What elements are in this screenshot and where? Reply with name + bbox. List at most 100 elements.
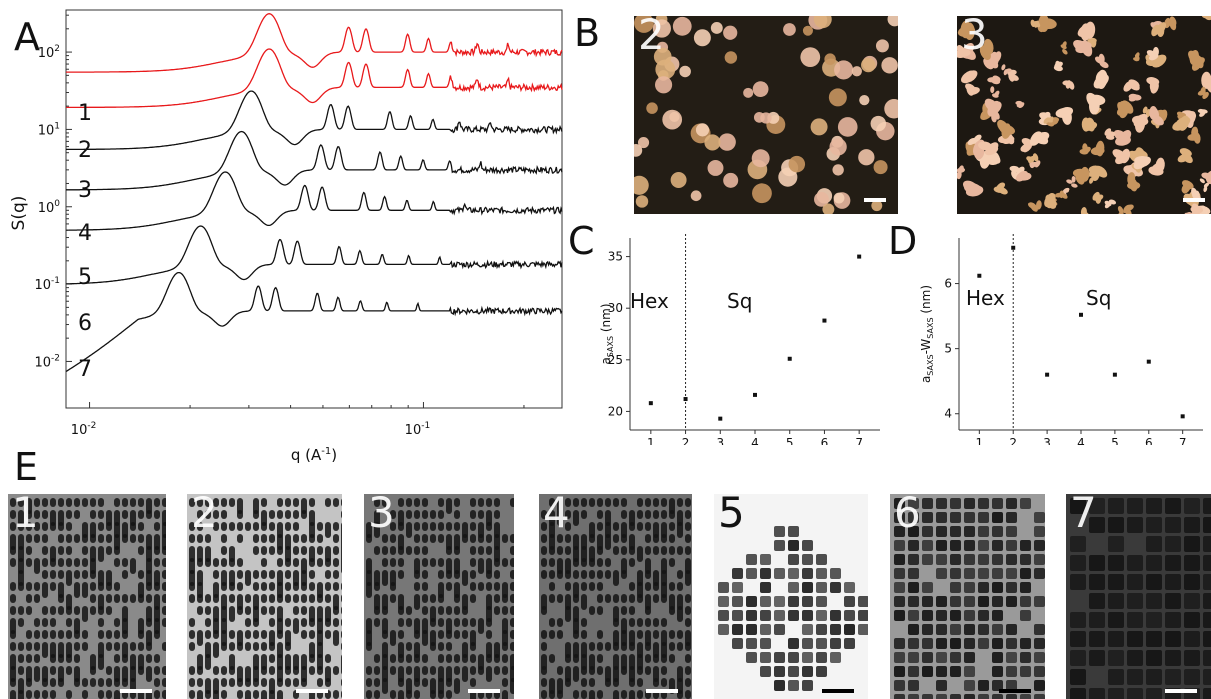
saxs-curve-1 xyxy=(66,13,563,73)
tem-image-label: 4 xyxy=(543,494,570,537)
x-tick-label: 4 xyxy=(1077,436,1085,445)
saxs-structure-factor-chart: 102 101 100 10-1 10-2 10-2 10-1 1 2 3 4 5 6 7 S(q) q… xyxy=(9,9,563,464)
curve-label-6: 6 xyxy=(78,311,92,336)
y-axis-label: S(q) xyxy=(9,196,29,231)
tem-image-label: 5 xyxy=(718,494,745,537)
lattice-parameter-chart: 123456720253035HexSqsample numberaSAXS (… xyxy=(599,234,880,445)
x-tick-label: 1 xyxy=(647,436,655,445)
x-tick-label: 6 xyxy=(1145,436,1153,445)
scale-bar xyxy=(468,689,500,693)
data-point xyxy=(1079,312,1083,317)
tem-image-6: 6 xyxy=(890,494,1045,699)
region-label-hex: Hex xyxy=(966,286,1005,310)
data-point xyxy=(718,416,723,421)
panel-letter-c: C xyxy=(568,219,595,263)
y-tick-label: 25 xyxy=(608,353,623,367)
y-tick-label: 35 xyxy=(608,250,623,264)
saxs-curve-7 xyxy=(65,271,563,373)
panel-letter-d: D xyxy=(888,219,918,263)
saxs-curve-6 xyxy=(65,225,563,285)
x-tick-label: 1 xyxy=(976,436,984,445)
y-axis-label: aSAXS-WSAXS (nm) xyxy=(919,285,935,383)
y-tick-label: 10-1 xyxy=(34,276,60,293)
saxs-curve-2 xyxy=(66,48,563,109)
micrograph-label: 3 xyxy=(961,16,988,59)
data-point xyxy=(683,397,688,402)
panel-letter-e: E xyxy=(14,445,39,489)
region-label-sq: Sq xyxy=(1086,286,1111,310)
micrograph-label: 2 xyxy=(638,16,665,59)
data-point xyxy=(753,392,757,397)
x-tick-label: 7 xyxy=(1179,436,1187,445)
gap-width-chart: 1234567456HexSqsample numberaSAXS-WSAXS … xyxy=(919,234,1203,445)
tem-image-label: 2 xyxy=(191,494,218,537)
curve-label-5: 5 xyxy=(78,265,92,290)
tem-image-1: 1 xyxy=(8,494,166,699)
data-point xyxy=(1011,245,1016,250)
x-tick-label: 4 xyxy=(751,436,759,445)
scale-bar xyxy=(864,198,886,202)
x-tick-label: 2 xyxy=(682,436,690,445)
region-label-hex: Hex xyxy=(630,289,669,313)
tem-image-row: 1 2 3 4 5 6 7 xyxy=(0,490,1211,699)
y-tick-label: 20 xyxy=(608,404,623,418)
scale-bar xyxy=(1165,689,1197,693)
tem-image-label: 6 xyxy=(894,494,921,537)
data-point xyxy=(787,356,792,361)
scale-bar xyxy=(296,689,328,693)
y-tick-label: 102 xyxy=(38,44,60,61)
x-tick-label: 5 xyxy=(786,436,794,445)
tem-image-5: 5 xyxy=(714,494,868,699)
scale-bar xyxy=(822,689,854,693)
x-tick-label: 10-2 xyxy=(71,421,97,438)
y-tick-label: 100 xyxy=(38,199,61,216)
x-tick-label: 6 xyxy=(821,436,829,445)
scale-bar xyxy=(120,689,152,693)
y-tick-label: 10-2 xyxy=(34,353,60,370)
x-axis-label: q (A-1) xyxy=(291,446,337,464)
region-label-sq: Sq xyxy=(727,289,752,313)
data-point xyxy=(648,401,653,406)
x-tick-label: 3 xyxy=(1043,436,1051,445)
data-point xyxy=(1045,372,1050,377)
y-tick-label: 30 xyxy=(608,301,623,315)
scale-bar xyxy=(1183,198,1205,202)
y-tick-label: 4 xyxy=(944,407,952,421)
panel-letter-a: A xyxy=(14,15,40,59)
tem-image-label: 1 xyxy=(12,494,39,537)
data-point xyxy=(1146,359,1151,364)
curve-label-3: 3 xyxy=(78,178,92,203)
data-point xyxy=(857,254,862,259)
y-tick-label: 6 xyxy=(944,277,952,291)
optical-micrograph-2: 2 xyxy=(634,16,898,214)
tem-image-label: 7 xyxy=(1070,494,1097,537)
tem-image-4: 4 xyxy=(539,494,692,699)
y-tick-label: 101 xyxy=(38,121,60,138)
data-point xyxy=(977,273,982,278)
y-axis-label: aSAXS (nm) xyxy=(599,303,615,364)
curve-label-2: 2 xyxy=(78,138,92,163)
curve-label-7: 7 xyxy=(78,357,92,382)
y-tick-label: 5 xyxy=(944,342,952,356)
tem-image-2: 2 xyxy=(187,494,342,699)
x-tick-label: 10-1 xyxy=(405,421,431,438)
x-tick-label: 7 xyxy=(855,436,863,445)
data-point xyxy=(1180,414,1185,419)
saxs-curve-4 xyxy=(66,130,563,191)
optical-micrograph-3: 3 xyxy=(957,16,1211,214)
data-point xyxy=(1112,372,1117,377)
x-tick-label: 2 xyxy=(1009,436,1017,445)
data-point xyxy=(822,318,827,323)
x-tick-label: 5 xyxy=(1111,436,1119,445)
saxs-curve-5 xyxy=(66,171,563,231)
x-tick-label: 3 xyxy=(716,436,724,445)
scale-bar xyxy=(999,689,1031,693)
saxs-curve-3 xyxy=(66,90,563,151)
curve-label-4: 4 xyxy=(78,221,92,246)
curve-label-1: 1 xyxy=(78,101,92,126)
tem-image-3: 3 xyxy=(364,494,514,699)
tem-image-label: 3 xyxy=(368,494,395,537)
panel-letter-b: B xyxy=(574,11,601,55)
tem-image-7: 7 xyxy=(1066,494,1211,699)
scale-bar xyxy=(646,689,678,693)
